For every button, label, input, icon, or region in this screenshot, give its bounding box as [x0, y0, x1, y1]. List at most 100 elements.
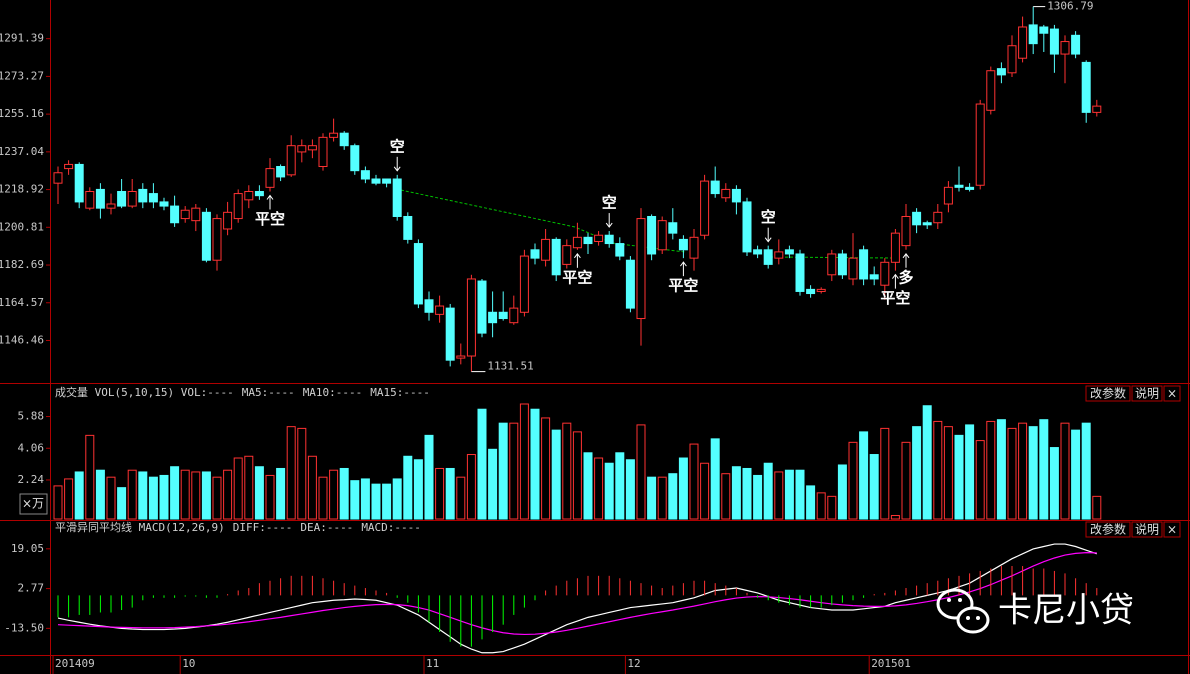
unit-button-label[interactable]: ×万: [22, 497, 44, 511]
volume-bar: [625, 459, 635, 520]
candle-body: [753, 249, 763, 255]
legend-entry: MA10:----: [303, 386, 363, 399]
volume-bar: [774, 471, 784, 520]
volume-bar: [615, 452, 625, 520]
candle-body: [816, 288, 826, 292]
candle-body: [85, 191, 95, 209]
volume-bar: [996, 419, 1006, 520]
volume-bar: [519, 403, 529, 520]
candle-body: [731, 188, 741, 203]
volume-bar: [657, 476, 667, 520]
volume-bar: [85, 434, 95, 520]
x-tick-label: 201409: [55, 657, 95, 670]
candle-body: [265, 168, 275, 188]
candle-body: [117, 191, 127, 207]
candle-body: [827, 253, 837, 276]
y-tick-label: 1182.69: [0, 258, 44, 271]
candle-body: [297, 145, 307, 153]
volume-bar: [795, 469, 805, 520]
candle-body: [223, 211, 233, 230]
volume-bar: [276, 467, 286, 520]
volume-bar: [530, 408, 540, 520]
volume-bar: [392, 478, 402, 520]
panel-button[interactable]: [1163, 521, 1181, 538]
candle-body: [837, 253, 847, 276]
legend-entry: MA5:----: [242, 386, 295, 399]
candle-body: [869, 274, 879, 280]
panel-button-label[interactable]: ×: [1167, 387, 1177, 401]
candle-body: [795, 253, 805, 292]
signal-label: 平空: [880, 289, 910, 307]
candle-body: [965, 186, 975, 190]
panel-button[interactable]: [1131, 521, 1163, 538]
volume-bar: [138, 471, 148, 520]
signal-arrowhead: [393, 166, 401, 172]
volume-bar: [456, 476, 466, 520]
volume-bar: [445, 467, 455, 520]
signal-arrowhead: [892, 273, 899, 279]
signal-arrowhead: [574, 252, 581, 259]
candle-body: [954, 184, 964, 188]
volume-bar: [1039, 419, 1049, 520]
volume-bar: [191, 471, 201, 520]
candle-body: [551, 238, 561, 276]
y-tick-label: 19.05: [11, 542, 44, 555]
y-tick-label: 1218.92: [0, 183, 44, 196]
candle-body: [339, 132, 349, 147]
candle-body: [530, 249, 540, 259]
candle-body: [541, 238, 551, 261]
candle-body: [647, 215, 657, 255]
candle-body: [1018, 26, 1028, 59]
icon-bubble: [936, 588, 974, 620]
candle-body: [413, 243, 423, 305]
volume-bar: [594, 457, 604, 520]
candle-body: [127, 191, 137, 207]
panel-button-label[interactable]: 改参数: [1090, 386, 1126, 401]
panel-button-label[interactable]: ×: [1167, 523, 1177, 537]
panel-button[interactable]: [1085, 521, 1131, 538]
signal-label: 空: [761, 208, 776, 226]
volume-bar: [466, 454, 476, 520]
icon-dot: [958, 598, 962, 602]
volume-bar: [201, 471, 211, 520]
volume-bar: [859, 431, 869, 520]
candle-body: [74, 163, 84, 203]
candle-body: [456, 355, 466, 359]
panel-button[interactable]: [1131, 385, 1163, 402]
panel-button[interactable]: [1163, 385, 1181, 402]
volume-bar: [170, 466, 180, 520]
candle-body: [286, 145, 296, 176]
panel-button-label[interactable]: 说明: [1135, 386, 1159, 401]
volume-bar: [371, 483, 381, 520]
panel-button[interactable]: [1085, 385, 1131, 402]
candle-body: [880, 261, 890, 286]
icon-dot: [947, 598, 951, 602]
panel-title: 成交量 VOL(5,10,15) VOL:----: [55, 385, 234, 399]
panel-button-label[interactable]: 说明: [1135, 522, 1159, 537]
candle-body: [424, 299, 434, 313]
volume-bar: [382, 483, 392, 520]
candle-body: [572, 236, 582, 249]
volume-bar: [254, 466, 264, 520]
volume-bar: [572, 431, 582, 520]
volume-bar: [403, 455, 413, 520]
volume-bar: [424, 434, 434, 520]
icon-dot: [976, 616, 980, 620]
y-tick-label: 1255.16: [0, 107, 44, 120]
candle-body: [148, 193, 158, 203]
panel-title: 平滑异同平均线 MACD(12,26,9): [55, 520, 225, 534]
y-tick-label: 2.77: [18, 582, 45, 595]
panel-button-label[interactable]: 改参数: [1090, 522, 1126, 537]
x-tick-label: 11: [426, 657, 439, 670]
legend-entry: MA15:----: [370, 386, 430, 399]
volume-bar: [943, 426, 953, 520]
unit-button[interactable]: [19, 493, 48, 515]
candle-body: [244, 191, 254, 201]
candle-body: [668, 222, 678, 234]
candle-body: [170, 205, 180, 224]
volume-bar: [922, 405, 932, 520]
candle-body: [604, 234, 614, 245]
